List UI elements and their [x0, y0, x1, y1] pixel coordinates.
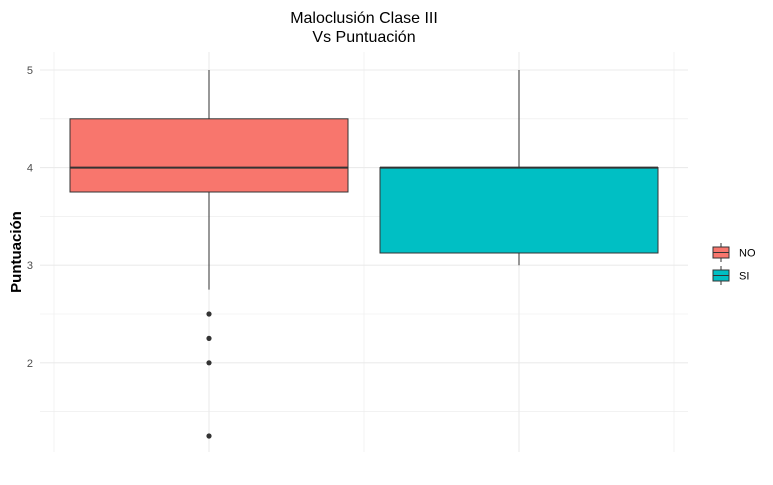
legend-label: SI	[739, 271, 749, 283]
chart-title: Maloclusión Clase III	[290, 10, 438, 27]
outlier-point	[206, 433, 212, 439]
box-group-si	[379, 70, 659, 266]
y-axis-ticks: 2 3 4 5	[27, 65, 33, 370]
outlier-point	[206, 360, 212, 366]
y-axis-label: Puntuación	[8, 211, 25, 293]
legend: NO SI	[712, 243, 756, 285]
y-tick-label: 4	[27, 163, 33, 175]
outlier-point	[206, 311, 212, 317]
y-tick-label: 3	[27, 260, 33, 272]
y-tick-label: 5	[27, 65, 33, 77]
box	[69, 118, 349, 193]
legend-label: NO	[739, 248, 756, 260]
box-group-no	[69, 70, 349, 439]
outlier-point	[206, 335, 212, 341]
y-tick-label: 2	[27, 358, 33, 370]
box	[379, 167, 659, 254]
legend-item-no: NO	[712, 243, 756, 262]
chart-subtitle: Vs Puntuación	[312, 29, 415, 46]
legend-item-si: SI	[712, 266, 749, 285]
boxes	[69, 70, 659, 439]
